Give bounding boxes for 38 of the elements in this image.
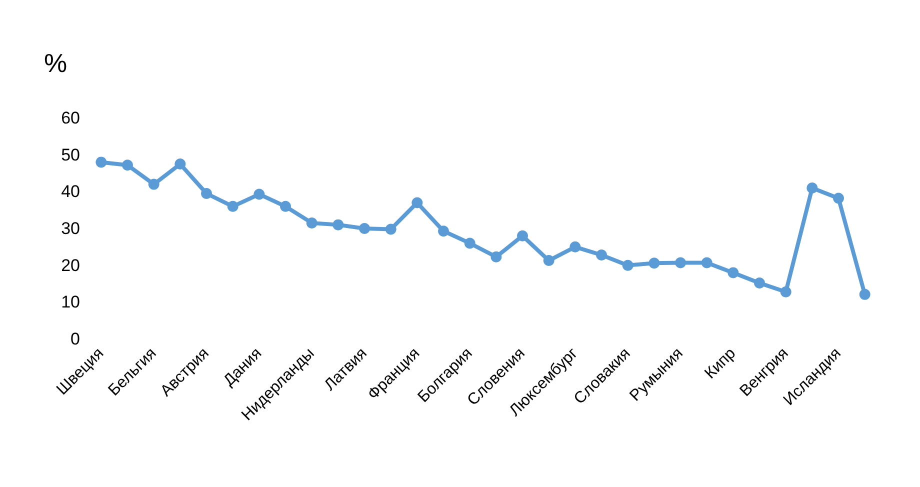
point [701, 257, 712, 268]
point [412, 197, 423, 208]
point [543, 255, 554, 266]
point [332, 219, 344, 230]
point [517, 230, 528, 242]
point [96, 156, 107, 168]
point [385, 224, 396, 235]
point [254, 188, 265, 200]
point [148, 178, 160, 190]
point [596, 250, 607, 261]
point [227, 200, 238, 212]
point [754, 278, 765, 289]
point [833, 192, 844, 204]
point [122, 160, 133, 171]
point [490, 251, 502, 262]
point [780, 286, 792, 298]
point [306, 217, 318, 228]
y-axis-title: % [44, 48, 68, 78]
point [570, 241, 581, 252]
y-tick-label: 60 [61, 108, 80, 128]
point [359, 223, 370, 234]
point [675, 257, 686, 268]
y-tick-label: 20 [61, 256, 80, 275]
y-tick-label: 30 [61, 219, 80, 238]
point [648, 258, 660, 269]
point [201, 188, 212, 200]
point [280, 200, 291, 212]
y-tick-label: 0 [70, 330, 80, 348]
y-tick-label: 50 [61, 145, 80, 164]
point [806, 182, 818, 194]
y-tick-label: 40 [61, 182, 80, 202]
point [438, 226, 449, 237]
point [464, 238, 476, 249]
point [622, 260, 634, 271]
y-tick-label: 10 [61, 292, 80, 312]
point [174, 158, 186, 170]
point [859, 288, 870, 300]
point [728, 267, 739, 278]
